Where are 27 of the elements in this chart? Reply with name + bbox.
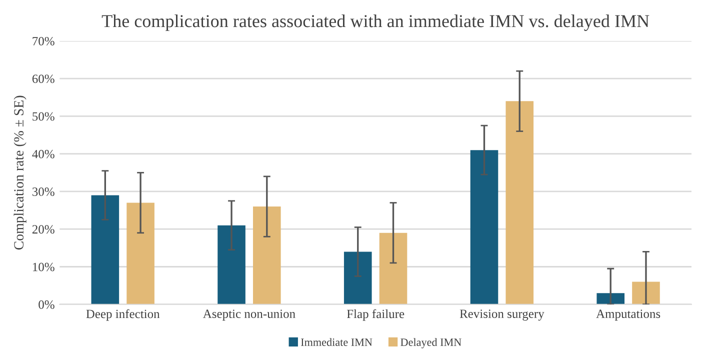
legend-label: Immediate IMN: [300, 338, 372, 346]
y-tick-label: 70%: [32, 36, 54, 46]
x-tick-label: Amputations: [596, 310, 660, 321]
y-tick-label: 60%: [32, 74, 54, 84]
bar: [344, 252, 372, 304]
bar: [91, 195, 120, 304]
x-tick-label: Deep infection: [86, 309, 160, 321]
y-tick-label: 30%: [32, 188, 54, 196]
x-tick-label: Revision surgery: [460, 310, 544, 321]
y-tick-label: 0%: [38, 300, 54, 309]
bar: [506, 101, 534, 304]
y-tick-label: 50%: [32, 112, 54, 121]
y-tick-label: 40%: [32, 150, 54, 158]
y-tick-label: 20%: [32, 225, 54, 234]
bar: [379, 232, 408, 304]
bar: [596, 293, 624, 304]
bar: [126, 202, 154, 304]
legend-label: Delayed IMN: [400, 338, 462, 348]
chart-title: The complication rates associated with an immediate IMN vs. delayed IMN: [102, 14, 650, 31]
y-axis-title: Complication rate (% ± SE): [14, 96, 26, 250]
x-tick-label: Flap failure: [346, 309, 404, 321]
y-tick-label: 10%: [32, 262, 54, 272]
bar: [470, 150, 498, 304]
bar: [253, 206, 281, 304]
bar: [218, 225, 246, 304]
x-tick-label: Aseptic non-union: [202, 310, 296, 321]
bar: [632, 282, 660, 304]
